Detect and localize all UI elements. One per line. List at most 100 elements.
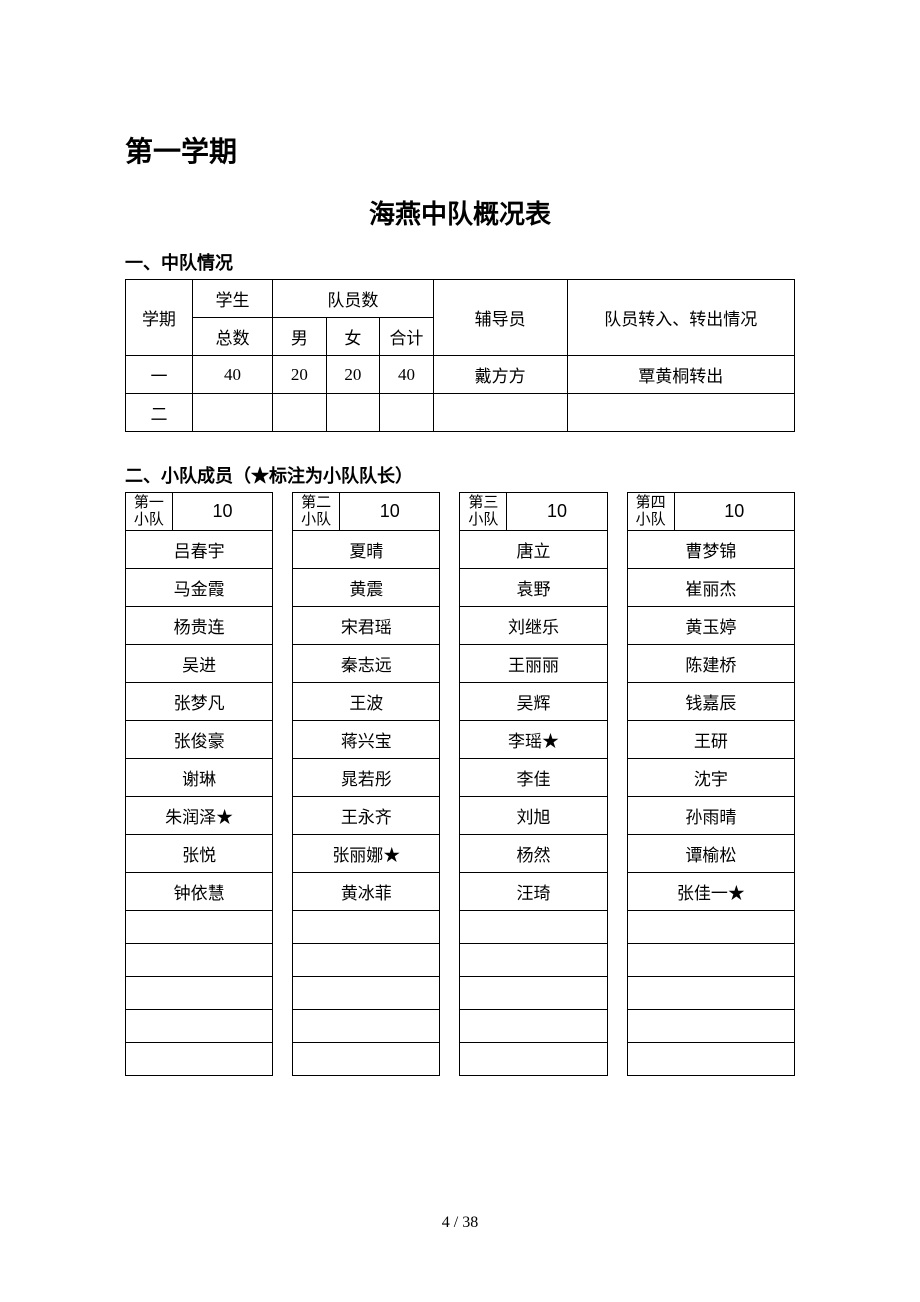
member-row: 张梦凡王波吴辉钱嘉辰 xyxy=(126,683,795,721)
member-cell: 吴辉 xyxy=(460,683,607,721)
spacer xyxy=(440,721,460,759)
squad4-count: 10 xyxy=(674,493,794,531)
member-row xyxy=(126,911,795,944)
spacer xyxy=(440,493,460,531)
member-row xyxy=(126,977,795,1010)
member-cell: 晁若彤 xyxy=(293,759,440,797)
member-cell xyxy=(293,911,440,944)
member-cell xyxy=(627,944,794,977)
member-cell: 谭榆松 xyxy=(627,835,794,873)
spacer xyxy=(440,873,460,911)
spacer xyxy=(607,835,627,873)
member-cell xyxy=(293,944,440,977)
member-cell: 王波 xyxy=(293,683,440,721)
spacer xyxy=(440,1010,460,1043)
spacer xyxy=(273,721,293,759)
header-male: 男 xyxy=(273,318,327,356)
member-cell: 曹梦锦 xyxy=(627,531,794,569)
cell-advisor: 戴方方 xyxy=(433,356,567,394)
member-cell: 杨贵连 xyxy=(126,607,273,645)
spacer xyxy=(440,1043,460,1076)
member-row: 马金霞黄震袁野崔丽杰 xyxy=(126,569,795,607)
cell-transfer xyxy=(567,394,795,432)
member-cell: 张佳一★ xyxy=(627,873,794,911)
header-members: 队员数 xyxy=(273,280,434,318)
cell-female: 20 xyxy=(326,356,380,394)
squad2-label: 第二小队 xyxy=(293,493,340,531)
cell-semester: 二 xyxy=(126,394,193,432)
spacer xyxy=(273,835,293,873)
section1-heading: 一、中队情况 xyxy=(125,249,795,275)
cell-semester: 一 xyxy=(126,356,193,394)
member-cell: 张梦凡 xyxy=(126,683,273,721)
spacer xyxy=(607,977,627,1010)
spacer xyxy=(440,531,460,569)
squad3-count: 10 xyxy=(507,493,607,531)
squad-header-row: 第一小队 10 第二小队 10 第三小队 10 第四小队 10 xyxy=(126,493,795,531)
squad2-count: 10 xyxy=(340,493,440,531)
spacer xyxy=(273,607,293,645)
member-cell xyxy=(293,1043,440,1076)
member-row: 杨贵连宋君瑶刘继乐黄玉婷 xyxy=(126,607,795,645)
cell-male xyxy=(273,394,327,432)
spacer xyxy=(273,759,293,797)
squadron-status-table: 学期 学生 队员数 辅导员 队员转入、转出情况 总数 男 女 合计 一 40 2… xyxy=(125,279,795,432)
member-cell: 朱润泽★ xyxy=(126,797,273,835)
member-cell: 黄冰菲 xyxy=(293,873,440,911)
section2-heading: 二、小队成员（★标注为小队队长） xyxy=(125,462,795,488)
spacer xyxy=(273,645,293,683)
spacer xyxy=(440,683,460,721)
spacer xyxy=(273,683,293,721)
member-cell xyxy=(627,977,794,1010)
header-advisor: 辅导员 xyxy=(433,280,567,356)
table-header-row: 学期 学生 队员数 辅导员 队员转入、转出情况 xyxy=(126,280,795,318)
member-cell: 吕春宇 xyxy=(126,531,273,569)
member-cell: 沈宇 xyxy=(627,759,794,797)
member-cell: 张悦 xyxy=(126,835,273,873)
spacer xyxy=(607,873,627,911)
cell-male: 20 xyxy=(273,356,327,394)
header-student: 学生 xyxy=(192,280,272,318)
spacer xyxy=(273,911,293,944)
spacer xyxy=(440,977,460,1010)
spacer xyxy=(607,607,627,645)
main-title: 海燕中队概况表 xyxy=(125,194,795,231)
spacer xyxy=(607,721,627,759)
spacer xyxy=(440,645,460,683)
member-cell: 张丽娜★ xyxy=(293,835,440,873)
member-cell: 刘旭 xyxy=(460,797,607,835)
spacer xyxy=(607,683,627,721)
squad4-label: 第四小队 xyxy=(627,493,674,531)
spacer xyxy=(440,944,460,977)
spacer xyxy=(440,835,460,873)
cell-total xyxy=(380,394,434,432)
spacer xyxy=(273,1043,293,1076)
member-cell: 孙雨晴 xyxy=(627,797,794,835)
cell-transfer: 覃黄桐转出 xyxy=(567,356,795,394)
member-cell xyxy=(627,911,794,944)
member-cell: 李佳 xyxy=(460,759,607,797)
squad1-count: 10 xyxy=(172,493,272,531)
member-cell: 黄震 xyxy=(293,569,440,607)
member-cell xyxy=(126,1043,273,1076)
member-cell: 汪琦 xyxy=(460,873,607,911)
member-cell: 王研 xyxy=(627,721,794,759)
spacer xyxy=(440,759,460,797)
header-semester: 学期 xyxy=(126,280,193,356)
member-cell xyxy=(126,1010,273,1043)
member-row: 张悦张丽娜★杨然谭榆松 xyxy=(126,835,795,873)
spacer xyxy=(440,569,460,607)
spacer xyxy=(607,493,627,531)
squad3-label: 第三小队 xyxy=(460,493,507,531)
member-row: 张俊豪蒋兴宝李瑶★王研 xyxy=(126,721,795,759)
spacer xyxy=(607,797,627,835)
squad1-label: 第一小队 xyxy=(126,493,173,531)
member-cell xyxy=(126,911,273,944)
cell-student-total xyxy=(192,394,272,432)
spacer xyxy=(607,911,627,944)
spacer xyxy=(607,645,627,683)
spacer xyxy=(440,911,460,944)
member-cell: 马金霞 xyxy=(126,569,273,607)
semester-heading: 第一学期 xyxy=(125,130,795,170)
member-cell: 陈建桥 xyxy=(627,645,794,683)
